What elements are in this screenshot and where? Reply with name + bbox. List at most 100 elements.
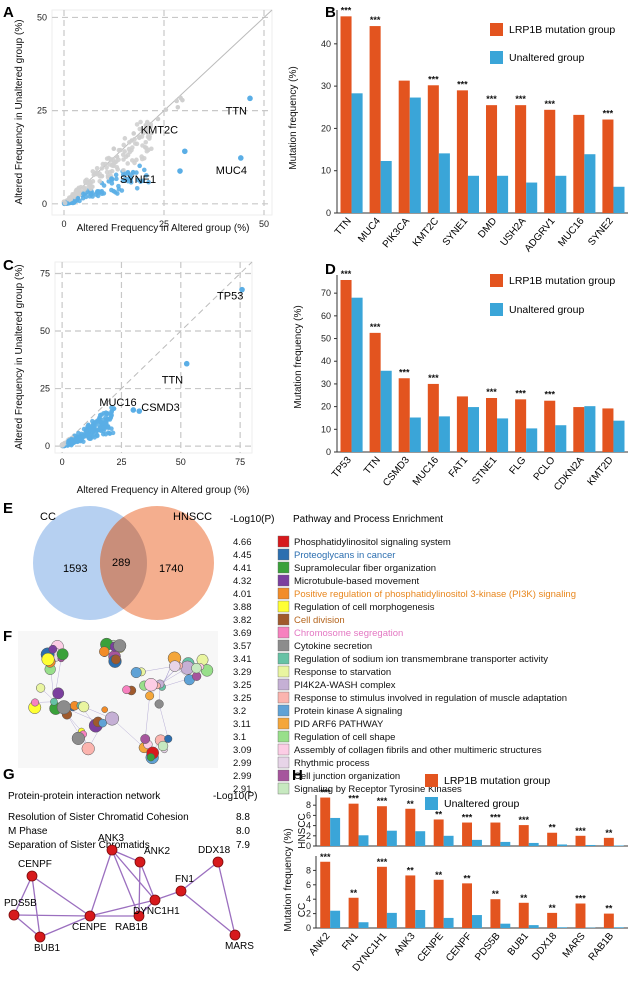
x-tick-label: FN1 [340,931,361,953]
x-tick-label: KMT2C [411,216,441,249]
network-node [191,663,201,673]
x-tick-label: ANK2 [307,931,332,958]
enrichment-swatch [278,705,289,716]
ppi-node-label: FN1 [175,874,194,885]
bar-unalt [526,183,537,213]
scatter-point [125,161,130,166]
network-node [122,686,130,694]
venn-count-overlap: 289 [112,557,130,569]
bar-mut [462,883,472,928]
bar-mut [602,408,613,452]
scatter-point [156,117,161,122]
ppi-node-label: MARS [225,941,254,952]
scatter-point [135,122,140,127]
ppi-node [107,845,117,855]
x-tick-label: 0 [61,219,66,229]
bar-unalt [439,153,450,213]
x-tick-label: RAB1B [587,931,617,963]
legend-swatch-unalt [490,51,503,64]
bar-mut [349,804,359,846]
enrichment-logp: 4.01 [233,589,252,600]
significance-label: *** [428,373,439,383]
bar-unalt [584,406,595,452]
x-tick-label: MUC16 [556,216,586,249]
scatter-plot-a: Altered Frequency in Altered group (%) A… [14,10,272,234]
y-tick-label: 0 [306,923,311,933]
significance-label: *** [544,99,555,109]
x-tick-label: 25 [159,219,169,229]
scatter-point [100,166,105,171]
enrichment-swatch [278,588,289,599]
panel-letter-g: G [3,766,15,783]
ppi-node-label: ANK3 [98,833,125,844]
network-node [50,698,57,705]
significance-label: *** [320,788,331,798]
enrichment-label: Protein kinase A signaling [294,706,402,717]
enrichment-logp: 3.57 [233,641,252,652]
scatter-point [109,188,114,193]
point-label: TP53 [217,291,243,303]
x-tick-label: TTN [362,455,383,477]
enrichment-logp: 3.82 [233,615,252,626]
enrichment-label: Assembly of collagen fibrils and other m… [294,745,542,756]
x-tick-label: KMT2D [586,455,616,488]
significance-label: *** [341,269,352,279]
legend-swatch-mut-d [490,274,503,287]
ppi-edge [32,876,90,916]
network-node [102,707,108,713]
bar-mut [544,110,555,213]
ppi-node [27,871,37,881]
significance-label: ** [605,828,613,838]
bar-unalt [410,98,421,213]
scatter-point [109,426,114,431]
x-tick-label: CENPE [415,931,446,965]
enrichment-logp: 3.29 [233,667,252,678]
bar-mut [547,833,557,846]
enrichment-logp-header: -Log10(P) [230,514,274,525]
y-tick-label: 70 [321,288,331,298]
bar-mut [576,836,586,846]
x-tick-label: CDKN2A [552,455,587,493]
ppi-row-label: Separation of Sister Chromatids [8,840,150,851]
ppi-node [9,910,19,920]
ppi-node-label: BUB1 [34,943,61,954]
enrichment-swatch [278,783,289,794]
significance-label: *** [341,5,352,15]
panel-letter-f: F [3,628,12,645]
ppi-node [213,857,223,867]
enrichment-logp: 3.25 [233,680,252,691]
bar-unalt [415,831,425,846]
network-node [158,741,168,751]
bar-unalt [439,416,450,452]
significance-label: *** [544,390,555,400]
bar-mut [547,913,557,928]
legend-label-mut-h: LRP1B mutation group [444,775,550,787]
scatter-point [81,192,86,197]
scatter-point [115,154,120,159]
scatter-point [143,140,148,145]
bar-unalt [555,425,566,452]
bar-d-ylabel: Mutation frequency (%) [293,305,304,408]
enrichment-label: PID ARF6 PATHWAY [294,719,384,730]
x-tick-label: BUB1 [506,931,531,958]
network-node [99,719,107,727]
significance-label: *** [490,813,501,823]
y-tick-label: 10 [321,166,331,176]
bar-unalt [330,911,340,928]
point-label: KMT2C [141,124,178,136]
scatter-point [111,146,116,151]
enrichment-logp: 4.45 [233,550,252,561]
bar-mut [486,105,497,213]
network-node [36,684,45,693]
bar-unalt [359,835,369,846]
significance-label: ** [407,865,415,875]
legend-label-mut: LRP1B mutation group [509,24,615,36]
ppi-row-logp: 8.8 [236,812,250,823]
x-tick-label: FAT1 [447,455,471,480]
bar-unalt [444,836,454,846]
bar-unalt [585,845,595,846]
scatter-point [127,150,132,155]
bar-chart-b: Mutation frequency (%) LRP1B mutation gr… [288,5,628,254]
venn-count-hnscc: 1740 [159,563,183,575]
